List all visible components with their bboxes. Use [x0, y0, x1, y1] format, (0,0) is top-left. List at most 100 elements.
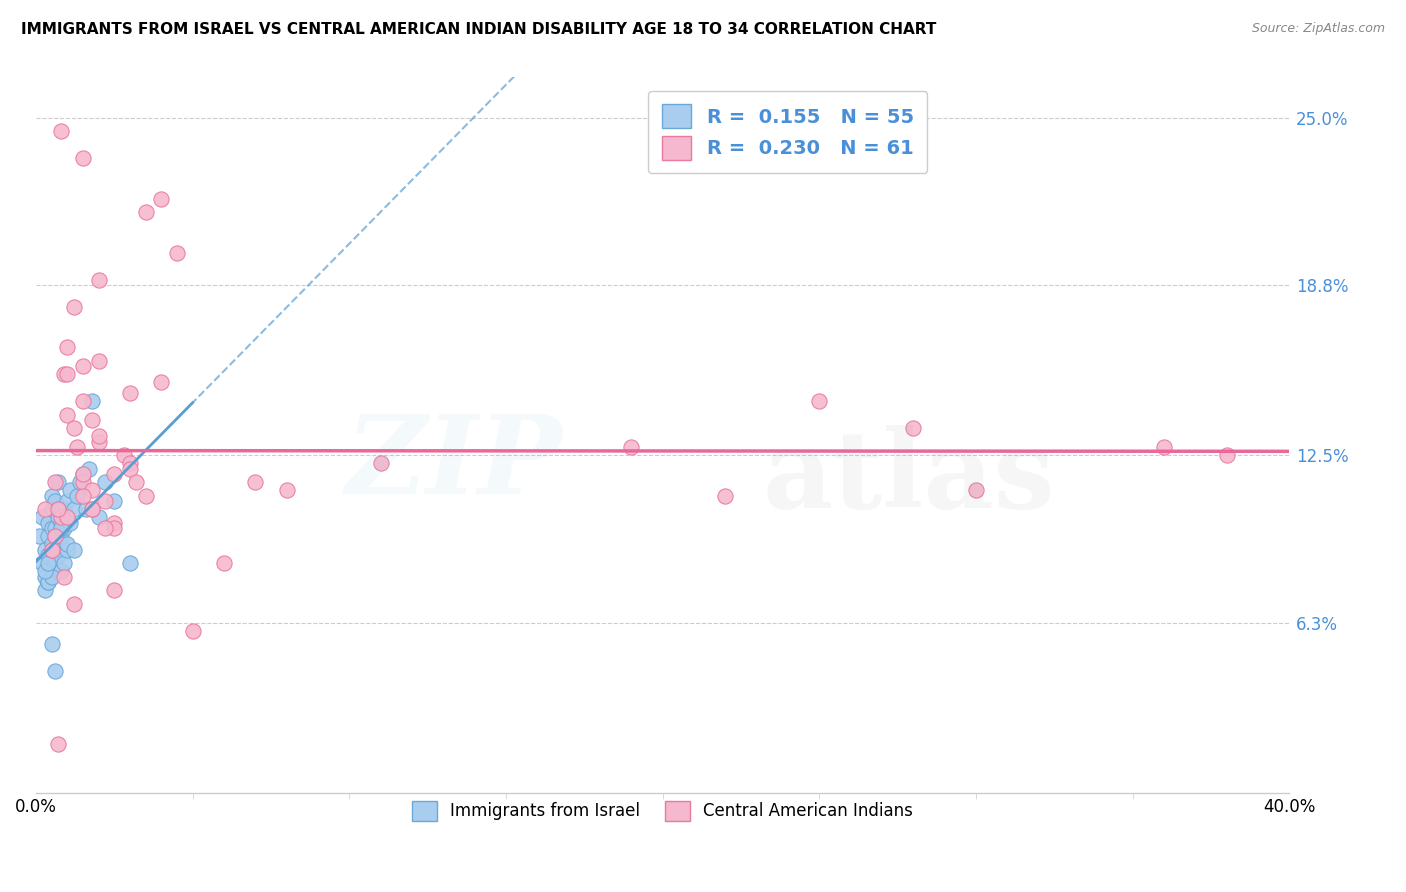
Point — [53, 570, 76, 584]
Point — [46, 502, 69, 516]
Point — [72, 467, 94, 482]
Point — [82, 502, 104, 516]
Point — [41, 637, 63, 651]
Point — [94, 494, 117, 508]
Point — [49, 124, 72, 138]
Point — [118, 386, 141, 401]
Point — [44, 529, 66, 543]
Point — [72, 359, 94, 374]
Point — [1215, 448, 1237, 462]
Point — [87, 434, 110, 449]
Point — [125, 475, 148, 490]
Point — [41, 542, 63, 557]
Point — [56, 494, 79, 508]
Point — [41, 570, 63, 584]
Text: IMMIGRANTS FROM ISRAEL VS CENTRAL AMERICAN INDIAN DISABILITY AGE 18 TO 34 CORREL: IMMIGRANTS FROM ISRAEL VS CENTRAL AMERIC… — [21, 22, 936, 37]
Point — [103, 467, 125, 482]
Point — [75, 502, 97, 516]
Point — [37, 516, 59, 530]
Point — [181, 624, 204, 638]
Point — [808, 394, 831, 409]
Point — [41, 502, 63, 516]
Text: ZIP: ZIP — [346, 410, 562, 517]
Point — [53, 521, 76, 535]
Point — [103, 516, 125, 530]
Point — [59, 483, 82, 498]
Point — [87, 510, 110, 524]
Point — [82, 413, 104, 427]
Point — [49, 565, 72, 579]
Point — [37, 556, 59, 570]
Point — [72, 475, 94, 490]
Point — [103, 521, 125, 535]
Point — [72, 489, 94, 503]
Point — [41, 521, 63, 535]
Point — [135, 205, 157, 219]
Point — [66, 440, 89, 454]
Point — [66, 489, 89, 503]
Point — [72, 467, 94, 482]
Point — [59, 516, 82, 530]
Point — [69, 475, 91, 490]
Point — [56, 340, 79, 354]
Point — [56, 537, 79, 551]
Point — [44, 664, 66, 678]
Point — [714, 489, 737, 503]
Point — [53, 502, 76, 516]
Point — [49, 521, 72, 535]
Point — [135, 489, 157, 503]
Point — [56, 542, 79, 557]
Point — [34, 542, 56, 557]
Point — [44, 556, 66, 570]
Point — [56, 408, 79, 422]
Point — [965, 483, 987, 498]
Point — [46, 548, 69, 562]
Point — [87, 354, 110, 368]
Point — [166, 245, 188, 260]
Point — [82, 502, 104, 516]
Point — [56, 510, 79, 524]
Point — [49, 510, 72, 524]
Point — [103, 583, 125, 598]
Point — [53, 368, 76, 382]
Point — [62, 300, 84, 314]
Point — [34, 583, 56, 598]
Point — [77, 462, 100, 476]
Point — [44, 529, 66, 543]
Point — [56, 368, 79, 382]
Point — [62, 502, 84, 516]
Point — [118, 556, 141, 570]
Point — [41, 537, 63, 551]
Point — [46, 737, 69, 751]
Point — [34, 565, 56, 579]
Point — [82, 394, 104, 409]
Point — [44, 494, 66, 508]
Point — [28, 529, 51, 543]
Point — [46, 510, 69, 524]
Point — [370, 456, 392, 470]
Point — [276, 483, 298, 498]
Point — [212, 556, 235, 570]
Point — [150, 192, 173, 206]
Point — [41, 489, 63, 503]
Point — [903, 421, 925, 435]
Point — [94, 475, 117, 490]
Point — [41, 561, 63, 575]
Point — [118, 456, 141, 470]
Point — [37, 575, 59, 590]
Point — [41, 542, 63, 557]
Point — [620, 440, 643, 454]
Legend: Immigrants from Israel, Central American Indians: Immigrants from Israel, Central American… — [398, 788, 927, 834]
Point — [34, 570, 56, 584]
Point — [46, 502, 69, 516]
Point — [44, 542, 66, 557]
Point — [87, 429, 110, 443]
Point — [1153, 440, 1175, 454]
Point — [87, 273, 110, 287]
Text: atlas: atlas — [763, 425, 1056, 531]
Point — [34, 502, 56, 516]
Point — [62, 542, 84, 557]
Point — [49, 516, 72, 530]
Point — [44, 475, 66, 490]
Point — [94, 521, 117, 535]
